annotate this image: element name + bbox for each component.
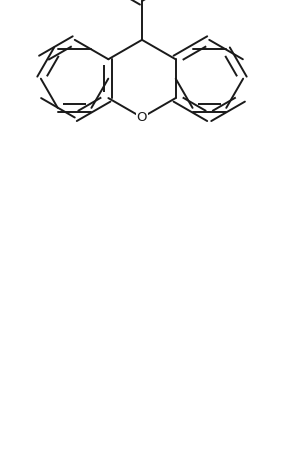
Text: O: O [137, 111, 147, 124]
